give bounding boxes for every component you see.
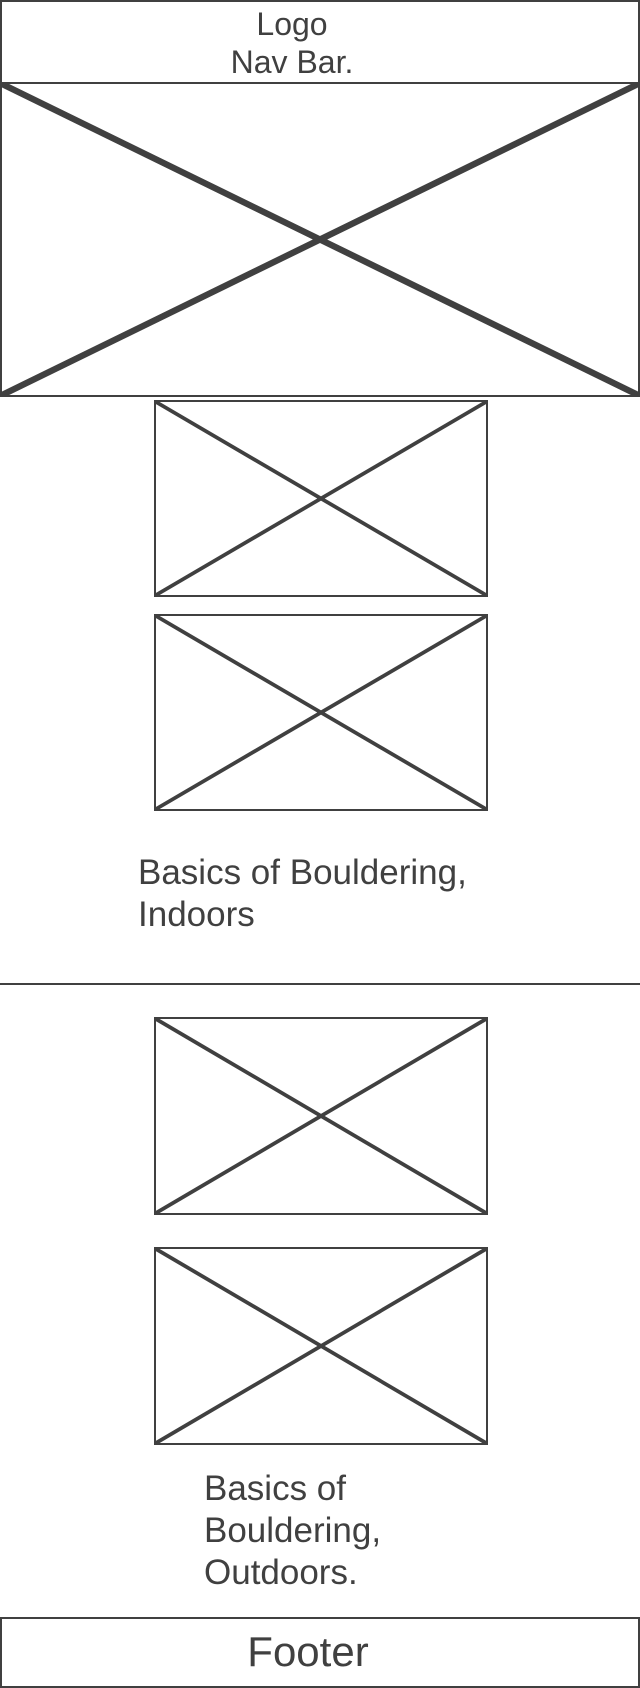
indoor-image-placeholder-2 [154,614,488,811]
footer-label: Footer [247,1628,369,1675]
footer: Footer [0,1617,640,1688]
header: Logo Nav Bar. [0,0,640,84]
outdoor-image-placeholder-2 [154,1247,488,1445]
outdoor-image-placeholder-1 [154,1017,488,1215]
indoor-image-placeholder-1 [154,400,488,597]
indoor-section-caption: Basics of Bouldering, Indoors [138,853,467,934]
image-placeholder-icon [2,84,638,395]
nav-bar-label[interactable]: Nav Bar. [230,44,354,80]
section-divider [0,983,640,985]
image-placeholder-icon [156,1019,486,1213]
image-placeholder-icon [156,616,486,809]
logo-label[interactable]: Logo [256,6,328,42]
image-placeholder-icon [156,1249,486,1443]
image-placeholder-icon [156,402,486,595]
hero-image-placeholder [0,82,640,397]
outdoor-section-caption: Basics of Bouldering, Outdoors. [204,1469,382,1592]
